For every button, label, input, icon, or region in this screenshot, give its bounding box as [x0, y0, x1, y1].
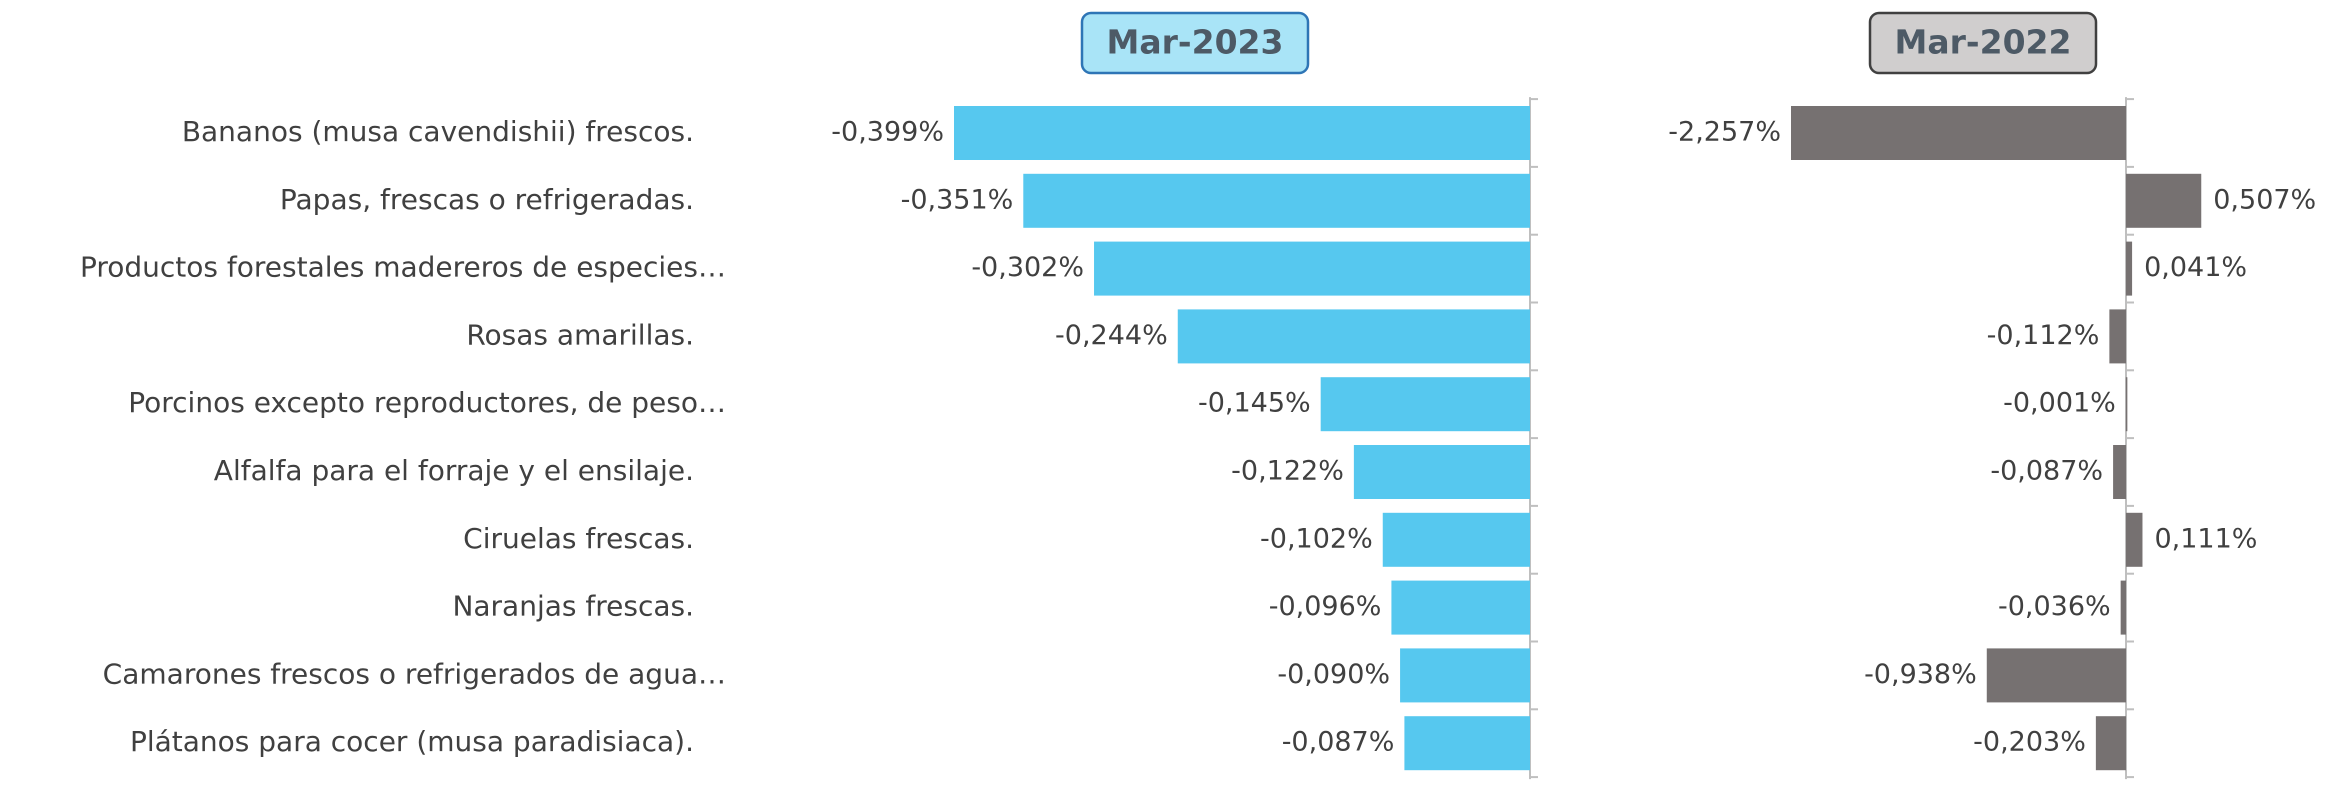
data-label: -0,087% [1990, 456, 2103, 487]
data-label: -0,203% [1973, 727, 2086, 758]
data-label: -0,145% [1198, 388, 1311, 419]
data-label: -0,399% [831, 117, 944, 148]
data-label: -0,112% [1987, 320, 2100, 351]
data-label: -0,090% [1277, 659, 1390, 690]
title-box [1868, 11, 2098, 75]
bar [1404, 716, 1530, 771]
bar [1400, 648, 1530, 703]
bar [1320, 377, 1530, 432]
data-label: 0,111% [2154, 523, 2257, 554]
chart-title: Mar-2023 [1107, 23, 1284, 62]
category-label: Bananos (musa cavendishii) frescos. [182, 115, 694, 148]
bar [2120, 580, 2126, 635]
data-label: 0,041% [2144, 252, 2247, 283]
data-label: -0,036% [1998, 591, 2111, 622]
bar [2126, 512, 2143, 567]
bar [954, 106, 1530, 160]
bar [2125, 377, 2128, 432]
data-label: -0,938% [1864, 659, 1977, 690]
category-label: Productos forestales madereros de especi… [80, 251, 726, 284]
bar [2126, 173, 2202, 228]
data-label: 0,507% [2213, 184, 2316, 215]
data-label: -0,096% [1269, 591, 1382, 622]
bar [1391, 580, 1530, 635]
bar [1094, 241, 1530, 296]
category-label: Papas, frescas o refrigeradas. [280, 183, 694, 216]
bar [2095, 716, 2126, 771]
data-label: -0,122% [1231, 456, 1344, 487]
bar [1382, 512, 1530, 567]
bar [1023, 173, 1530, 228]
data-label: -0,102% [1260, 523, 1373, 554]
category-label: Plátanos para cocer (musa paradisiaca). [130, 725, 694, 758]
bar [1177, 309, 1530, 364]
category-label: Alfalfa para el forraje y el ensilaje. [214, 454, 694, 487]
title-box [1080, 11, 1310, 75]
data-label: -2,257% [1668, 117, 1781, 148]
category-label: Camarones frescos o refrigerados de agua… [103, 657, 726, 690]
data-label: -0,087% [1282, 727, 1395, 758]
category-label: Naranjas frescas. [452, 590, 694, 623]
chart-title: Mar-2022 [1895, 23, 2072, 62]
data-label: -0,244% [1055, 320, 1168, 351]
bar [2126, 241, 2133, 296]
category-label: Ciruelas frescas. [463, 522, 694, 555]
category-label: Porcinos excepto reproductores, de peso… [128, 386, 726, 419]
bar [1986, 648, 2126, 703]
category-label: Rosas amarillas. [466, 318, 694, 351]
data-label: -0,302% [971, 252, 1084, 283]
data-label: -0,351% [901, 184, 1014, 215]
data-label: -0,001% [2003, 388, 2116, 419]
bar [2109, 309, 2126, 364]
bar [1791, 106, 2126, 160]
bar [2113, 445, 2126, 499]
bar [1353, 445, 1530, 499]
